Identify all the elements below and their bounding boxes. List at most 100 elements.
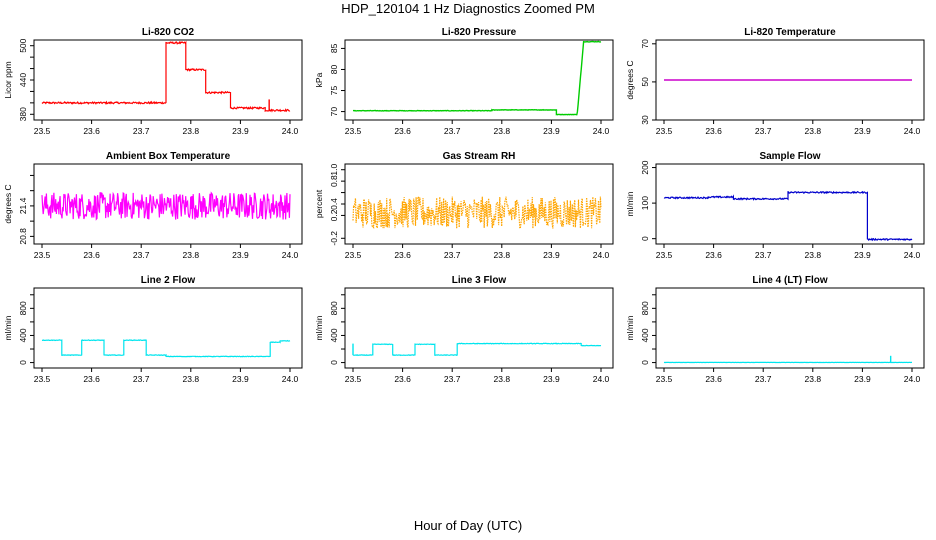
figure-title: HDP_120104 1 Hz Diagnostics Zoomed PM bbox=[341, 1, 595, 16]
panel-title: Line 2 Flow bbox=[141, 275, 196, 286]
panel-9: Line 4 (LT) Flow ml/min 23.5 23.6 23.7 23.8 23… bbox=[625, 275, 925, 384]
x-tick-label: 23.6 bbox=[394, 250, 411, 260]
x-tick-label: 23.9 bbox=[543, 374, 560, 384]
series-line bbox=[41, 191, 291, 221]
panel-5: Gas Stream RH percent 23.5 23.6 23.7 23.8 23.9… bbox=[314, 151, 614, 260]
y-tick-label: 21.4 bbox=[18, 197, 28, 214]
x-tick-label: 23.7 bbox=[755, 250, 772, 260]
x-tick-label: 24.0 bbox=[593, 374, 610, 384]
series-line bbox=[663, 190, 913, 242]
x-tick-label: 23.6 bbox=[394, 374, 411, 384]
x-tick-label: 23.5 bbox=[656, 126, 673, 136]
y-tick-label: 50 bbox=[640, 77, 650, 87]
series-line bbox=[352, 342, 602, 357]
y-axis-label: Licor ppm bbox=[3, 61, 13, 98]
x-tick-label: 23.6 bbox=[83, 250, 100, 260]
x-tick-label: 23.5 bbox=[34, 126, 51, 136]
x-tick-label: 23.5 bbox=[34, 374, 51, 384]
x-tick-label: 24.0 bbox=[282, 374, 299, 384]
plot-frame bbox=[655, 39, 925, 121]
panel-3: Li-820 Temperature degrees C 23.5 23.6 23.7 2… bbox=[625, 27, 925, 136]
x-tick-label: 23.8 bbox=[183, 374, 200, 384]
x-tick-label: 24.0 bbox=[593, 126, 610, 136]
y-tick-label: 85 bbox=[329, 43, 339, 53]
x-tick-label: 23.6 bbox=[83, 126, 100, 136]
series-line bbox=[352, 194, 602, 230]
x-tick-label: 23.8 bbox=[494, 250, 511, 260]
y-tick-label: 0 bbox=[18, 360, 28, 365]
plot-frame bbox=[33, 163, 303, 245]
x-tick-label: 23.9 bbox=[854, 250, 871, 260]
x-tick-label: 23.8 bbox=[183, 126, 200, 136]
y-axis-label: percent bbox=[314, 189, 324, 218]
y-tick-label: 0 bbox=[329, 360, 339, 365]
y-tick-label: 0.8 bbox=[329, 175, 339, 187]
y-tick-label: 30 bbox=[640, 115, 650, 125]
panel-title: Li-820 CO2 bbox=[142, 27, 195, 38]
x-tick-label: 23.7 bbox=[444, 126, 461, 136]
x-tick-label: 23.6 bbox=[705, 250, 722, 260]
x-tick-label: 23.5 bbox=[656, 250, 673, 260]
x-tick-label: 23.7 bbox=[755, 374, 772, 384]
x-tick-label: 23.6 bbox=[394, 126, 411, 136]
panel-title: Sample Flow bbox=[759, 151, 820, 162]
y-tick-label: 0.2 bbox=[329, 209, 339, 221]
x-tick-label: 23.9 bbox=[543, 126, 560, 136]
x-tick-label: 23.8 bbox=[183, 250, 200, 260]
x-tick-label: 23.5 bbox=[345, 250, 362, 260]
y-tick-label: 500 bbox=[18, 38, 28, 52]
x-tick-label: 23.9 bbox=[543, 250, 560, 260]
y-tick-label: 70 bbox=[329, 107, 339, 117]
y-tick-label: 75 bbox=[329, 86, 339, 96]
y-tick-label: 800 bbox=[18, 301, 28, 315]
x-tick-label: 23.5 bbox=[345, 126, 362, 136]
series-line bbox=[41, 40, 291, 113]
x-tick-label: 23.5 bbox=[345, 374, 362, 384]
plot-frame bbox=[655, 287, 925, 369]
panel-7: Line 2 Flow ml/min 23.5 23.6 23.7 23.8 23.9 24.… bbox=[3, 275, 303, 384]
plot-frame bbox=[344, 163, 614, 245]
y-tick-label: 0 bbox=[640, 360, 650, 365]
y-tick-label: 20.8 bbox=[18, 228, 28, 245]
y-tick-label: 800 bbox=[329, 301, 339, 315]
x-tick-label: 23.7 bbox=[444, 374, 461, 384]
figure-x-axis-label: Hour of Day (UTC) bbox=[413, 518, 523, 533]
y-tick-label: 80 bbox=[329, 64, 339, 74]
y-tick-label: -0.2 bbox=[329, 231, 339, 246]
x-tick-label: 23.8 bbox=[805, 250, 822, 260]
y-tick-label: 400 bbox=[18, 328, 28, 342]
panel-title: Line 4 (LT) Flow bbox=[752, 275, 828, 286]
y-axis-label: degrees C bbox=[625, 60, 635, 99]
y-tick-label: 440 bbox=[18, 73, 28, 87]
y-axis-label: ml/min bbox=[625, 315, 635, 340]
x-tick-label: 23.8 bbox=[494, 126, 511, 136]
x-tick-label: 23.7 bbox=[133, 374, 150, 384]
x-tick-label: 23.7 bbox=[133, 250, 150, 260]
y-axis-label: ml/min bbox=[314, 315, 324, 340]
panel-title: Gas Stream RH bbox=[443, 151, 516, 162]
y-tick-label: 0 bbox=[640, 236, 650, 241]
x-tick-label: 24.0 bbox=[904, 374, 921, 384]
x-tick-label: 23.5 bbox=[656, 374, 673, 384]
plot-frame bbox=[344, 287, 614, 369]
x-tick-label: 23.9 bbox=[232, 374, 249, 384]
y-tick-label: 0.4 bbox=[329, 198, 339, 210]
x-tick-label: 23.9 bbox=[854, 374, 871, 384]
x-tick-label: 23.9 bbox=[232, 250, 249, 260]
panel-title: Ambient Box Temperature bbox=[106, 151, 231, 162]
y-tick-label: 1.0 bbox=[329, 164, 339, 176]
x-tick-label: 23.7 bbox=[444, 250, 461, 260]
series-line bbox=[353, 40, 602, 116]
panel-title: Line 3 Flow bbox=[452, 275, 507, 286]
y-tick-label: 800 bbox=[640, 301, 650, 315]
y-tick-label: 100 bbox=[640, 196, 650, 210]
y-tick-label: 70 bbox=[640, 39, 650, 49]
x-tick-label: 23.8 bbox=[494, 374, 511, 384]
x-tick-label: 23.6 bbox=[83, 374, 100, 384]
x-tick-label: 24.0 bbox=[593, 250, 610, 260]
x-tick-label: 23.7 bbox=[755, 126, 772, 136]
y-tick-label: 200 bbox=[640, 160, 650, 174]
y-axis-label: ml/min bbox=[3, 315, 13, 340]
panel-title: Li-820 Temperature bbox=[744, 27, 836, 38]
